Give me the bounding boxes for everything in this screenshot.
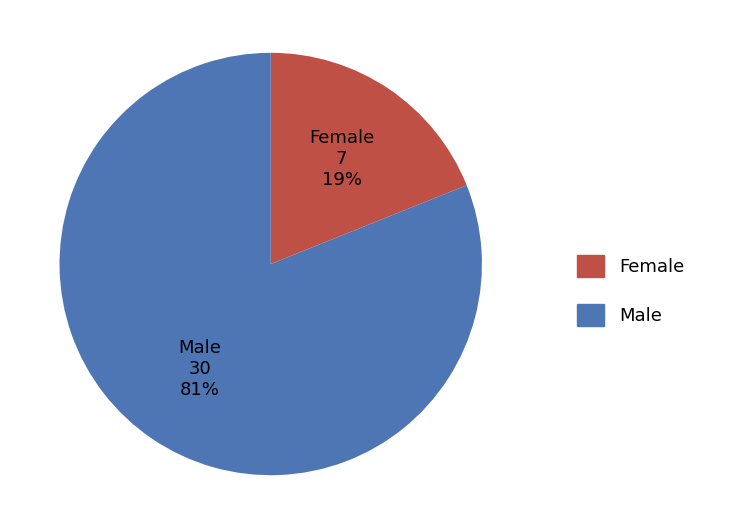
- Wedge shape: [271, 53, 467, 264]
- Text: Male
30
81%: Male 30 81%: [178, 339, 221, 399]
- Wedge shape: [59, 53, 482, 475]
- Text: Female
7
19%: Female 7 19%: [309, 129, 374, 189]
- Legend: Female, Male: Female, Male: [570, 248, 691, 333]
